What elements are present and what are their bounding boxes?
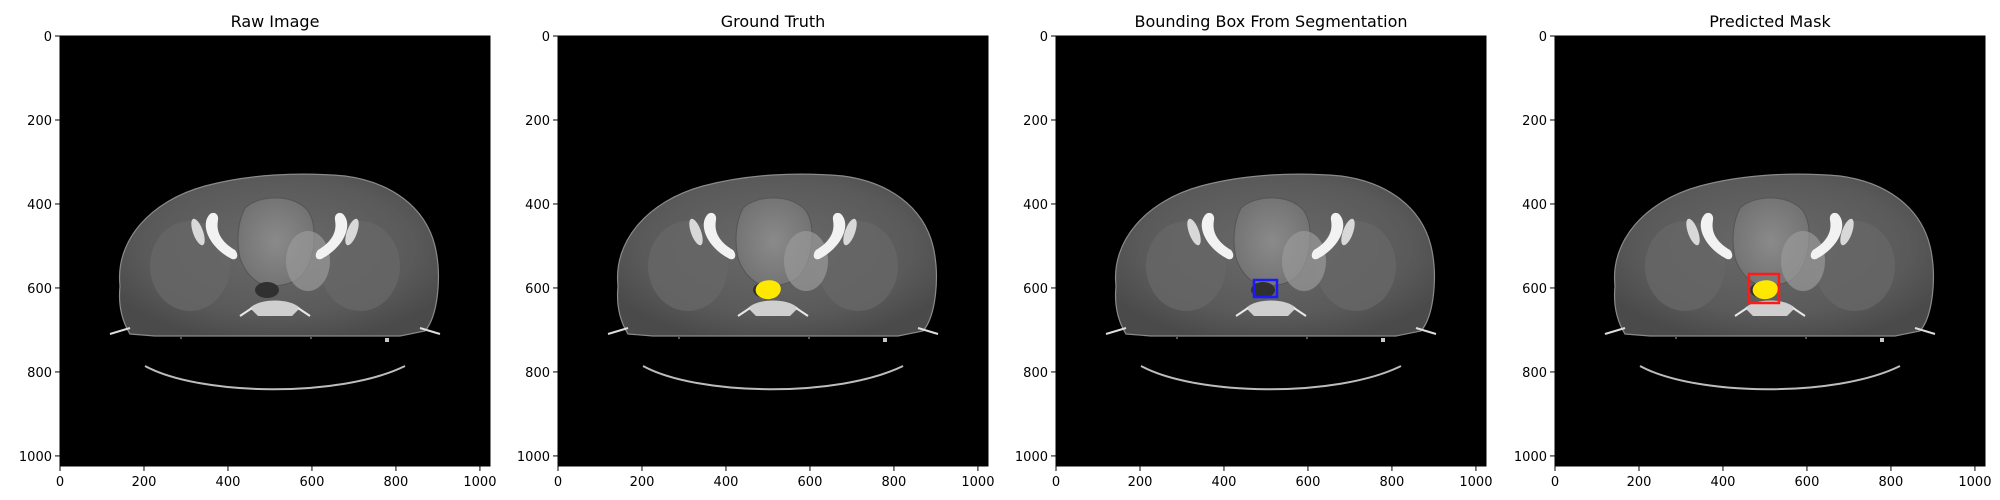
y-tick-label: 0 [1040,30,1048,45]
y-tick-label: 1000 [1514,450,1547,465]
x-tick-label: 600 [1296,475,1321,490]
panel-title: Ground Truth [721,12,826,31]
y-tick-label: 400 [1023,198,1048,213]
y-tick-label: 1000 [19,450,52,465]
bounding-box [1252,278,1279,299]
panel-3: Bounding Box From Segmentation 0 200 400 600… [1015,12,1493,490]
x-tick-label: 0 [1052,475,1060,490]
x-tick-label: 800 [1380,475,1405,490]
x-tick-label: 200 [132,475,157,490]
y-tick-label: 0 [1539,30,1547,45]
x-tick-label: 0 [554,475,562,490]
x-tick-label: 1000 [1958,475,1991,490]
y-tick-label: 200 [525,114,550,129]
x-tick-label: 800 [882,475,907,490]
panel-1: Raw Image 0 200 400 600 800 1000 0 200 400 600 800 1… [19,12,497,490]
y-tick-label: 600 [1522,282,1547,297]
x-tick-label: 400 [1711,475,1736,490]
x-tick-label: 600 [300,475,325,490]
panel-title: Raw Image [231,12,320,31]
predicted-box [1747,272,1781,305]
y-tick-label: 0 [542,30,550,45]
x-tick-label: 0 [56,475,64,490]
y-tick-label: 0 [44,30,52,45]
y-tick-label: 200 [1522,114,1547,129]
y-tick-label: 800 [1522,366,1547,381]
y-tick-label: 400 [27,198,52,213]
ct-image [1555,36,1985,466]
y-tick-label: 600 [525,282,550,297]
segmentation-mask [1752,280,1778,300]
axes-frame [1055,35,1487,467]
x-tick-label: 400 [216,475,241,490]
y-tick-label: 800 [27,366,52,381]
x-tick-label: 800 [384,475,409,490]
x-tick-label: 1000 [961,475,994,490]
axes-frame [59,35,491,467]
x-tick-label: 800 [1879,475,1904,490]
x-tick-label: 1000 [463,475,496,490]
x-tick-label: 0 [1551,475,1559,490]
ct-image [1056,36,1486,466]
y-tick-label: 200 [27,114,52,129]
y-tick-label: 1000 [517,450,550,465]
panel-4: Predicted Mask 0 200 400 600 800 1000 0 200 400 60… [1514,12,1992,490]
panel-title: Predicted Mask [1709,12,1831,31]
panel-title: Bounding Box From Segmentation [1134,12,1407,31]
segmentation-mask [755,280,781,300]
x-tick-label: 600 [798,475,823,490]
y-tick-label: 800 [525,366,550,381]
y-tick-label: 400 [525,198,550,213]
panel-2: Ground Truth 0 200 400 600 800 1000 0 200 400 600 8… [517,12,995,490]
x-tick-label: 200 [1128,475,1153,490]
y-tick-label: 1000 [1015,450,1048,465]
y-tick-label: 800 [1023,366,1048,381]
ct-image [60,36,490,466]
y-tick-label: 600 [27,282,52,297]
y-tick-label: 600 [1023,282,1048,297]
ct-image [558,36,988,466]
x-tick-label: 200 [630,475,655,490]
x-tick-label: 200 [1627,475,1652,490]
y-tick-label: 400 [1522,198,1547,213]
y-tick-label: 200 [1023,114,1048,129]
axes-frame [1554,35,1986,467]
x-tick-label: 600 [1795,475,1820,490]
x-tick-label: 400 [714,475,739,490]
x-tick-label: 400 [1212,475,1237,490]
x-tick-label: 1000 [1459,475,1492,490]
axes-frame [557,35,989,467]
